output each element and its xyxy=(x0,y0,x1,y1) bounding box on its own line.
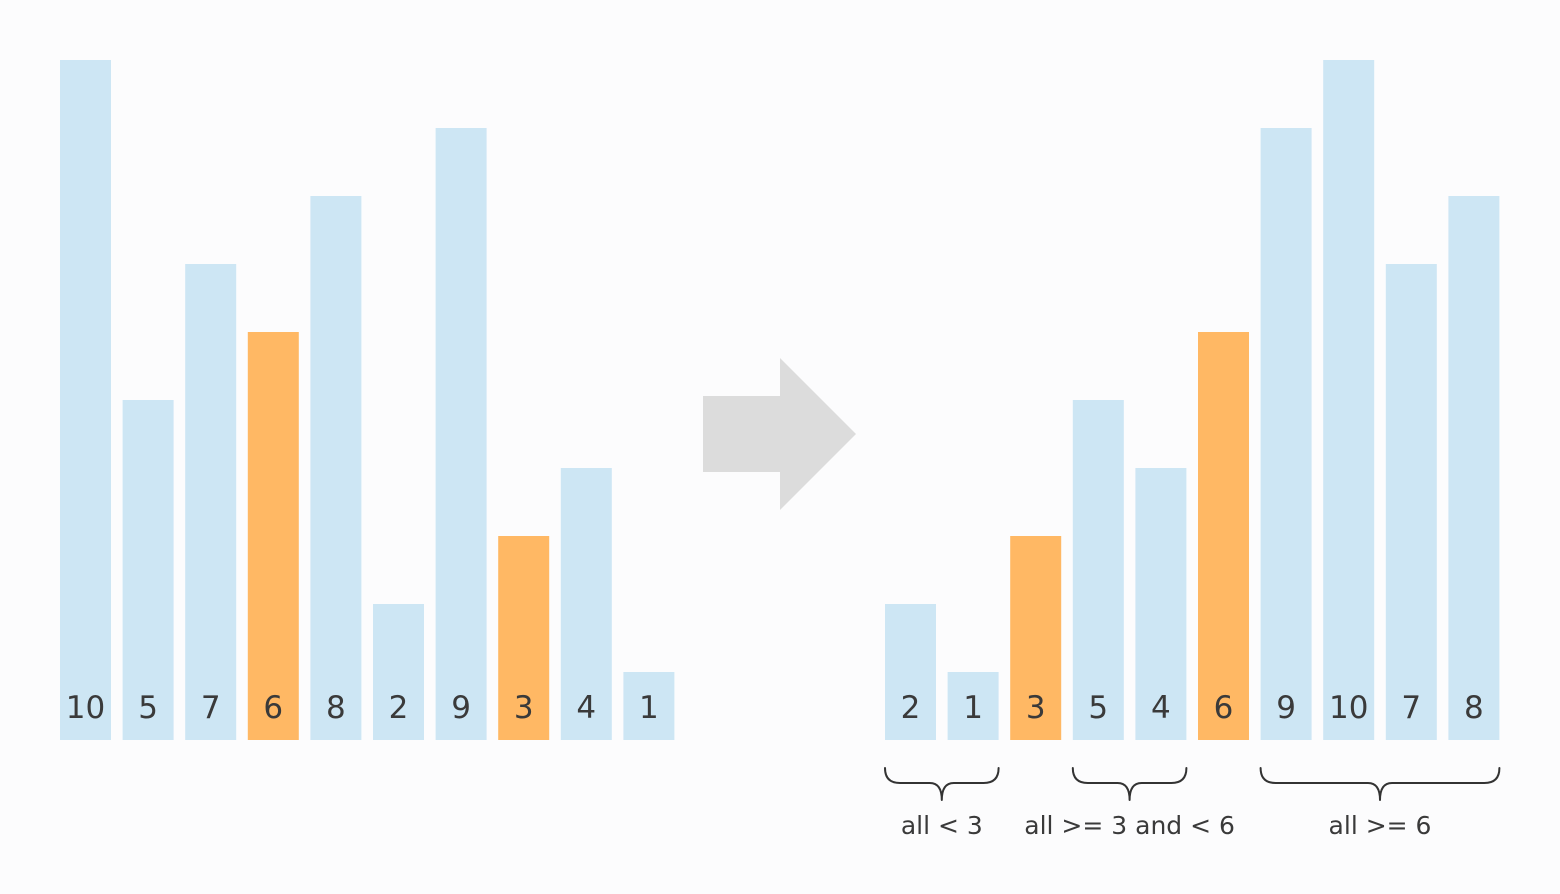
after-bar-label-7: 10 xyxy=(1329,690,1368,726)
after-bar-label-8: 7 xyxy=(1401,690,1421,726)
right-arrow-icon xyxy=(703,358,856,510)
after-bar-0 xyxy=(885,604,936,740)
after-bar-label-1: 1 xyxy=(963,690,983,726)
brace-icon xyxy=(1071,767,1188,801)
group-label-2: all >= 6 xyxy=(1329,811,1432,840)
before-bar-label-4: 8 xyxy=(326,690,346,726)
before-bar-label-2: 7 xyxy=(201,690,221,726)
after-bar-9 xyxy=(1448,196,1500,740)
after-bar-8 xyxy=(1385,264,1437,740)
after-bar-label-0: 2 xyxy=(901,690,921,726)
brace-icon xyxy=(1259,767,1501,801)
before-bar-1 xyxy=(122,400,174,740)
after-bar-2 xyxy=(1010,536,1062,740)
after-bar-label-4: 4 xyxy=(1151,690,1171,726)
before-bar-label-7: 3 xyxy=(514,690,534,726)
partition-groups: all < 3 all >= 3 and < 6 all >= 6 xyxy=(884,767,1501,840)
after-bar-label-5: 6 xyxy=(1214,690,1234,726)
after-bar-label-9: 8 xyxy=(1464,690,1484,726)
before-bar-2 xyxy=(185,264,237,740)
after-bar-label-3: 5 xyxy=(1088,690,1108,726)
after-bar-5 xyxy=(1198,332,1249,740)
before-bar-label-6: 9 xyxy=(451,690,471,726)
group-label-1: all >= 3 and < 6 xyxy=(1024,811,1235,840)
before-bar-9 xyxy=(623,672,675,740)
before-bar-3 xyxy=(247,332,299,740)
after-bar-6 xyxy=(1260,128,1312,740)
brace-icon xyxy=(884,767,1000,801)
before-bar-6 xyxy=(435,128,487,740)
group-label-0: all < 3 xyxy=(901,811,983,840)
before-bar-7 xyxy=(498,536,550,740)
before-bar-0 xyxy=(60,60,111,740)
before-bar-label-5: 2 xyxy=(389,690,409,726)
before-bar-5 xyxy=(373,604,424,740)
before-bar-8 xyxy=(560,468,612,740)
after-bar-4 xyxy=(1135,468,1187,740)
after-bar-7 xyxy=(1323,60,1375,740)
before-array: 10 5 7 6 8 2 9 3 4 1 xyxy=(60,60,675,740)
before-bar-label-1: 5 xyxy=(138,690,158,726)
after-bar-label-6: 9 xyxy=(1276,690,1296,726)
before-bar-label-8: 4 xyxy=(576,690,596,726)
before-bar-label-9: 1 xyxy=(639,690,659,726)
after-array: 2 1 3 5 4 6 9 10 7 8 xyxy=(885,60,1500,740)
before-bar-4 xyxy=(310,196,362,740)
before-bar-label-0: 10 xyxy=(66,690,105,726)
after-bar-3 xyxy=(1072,400,1124,740)
before-bar-label-3: 6 xyxy=(263,690,283,726)
after-bar-label-2: 3 xyxy=(1026,690,1046,726)
after-bar-1 xyxy=(947,672,999,740)
